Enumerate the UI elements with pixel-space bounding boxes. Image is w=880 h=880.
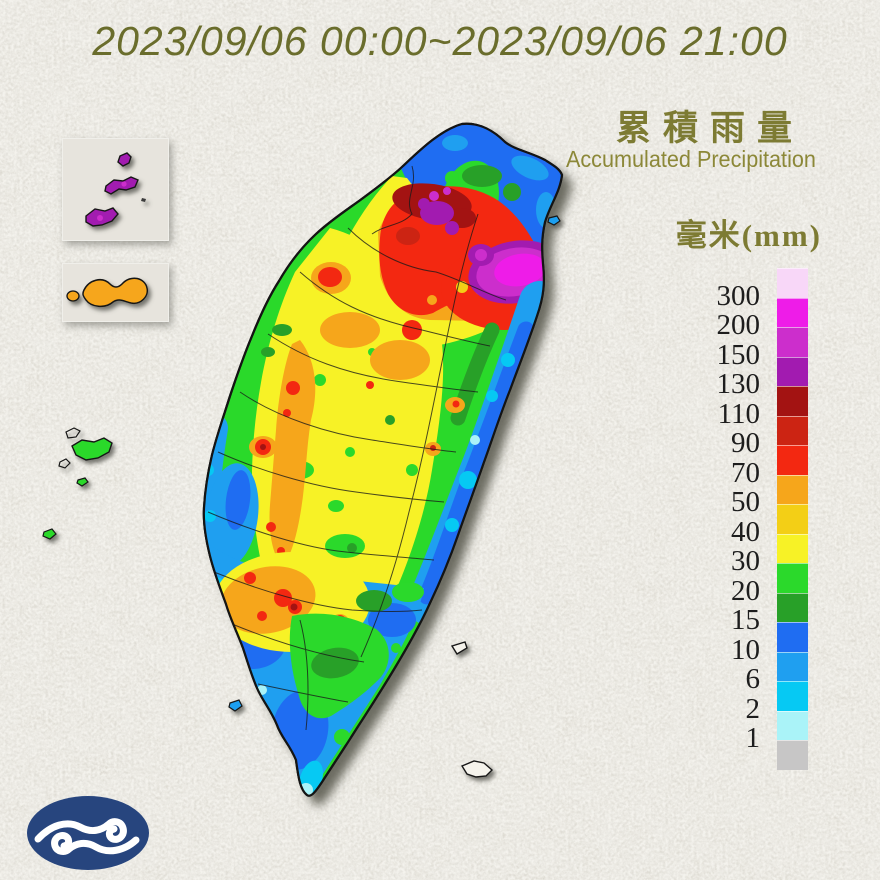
legend-block: [777, 563, 808, 593]
cloud-swirl-icon: [34, 818, 140, 855]
green-island: [450, 641, 468, 655]
legend-block: [777, 327, 808, 357]
penghu-islands: [58, 427, 113, 487]
legend-block: [777, 622, 808, 652]
legend-label: 150: [716, 338, 761, 371]
legend-label: 30: [731, 545, 760, 578]
legend-label: 40: [731, 515, 760, 548]
legend-label: 130: [716, 368, 761, 401]
liuqiu-island: [228, 699, 243, 712]
date-range-title: 2023/09/06 00:00~2023/09/06 21:00: [92, 18, 788, 64]
legend-label: 70: [731, 456, 760, 489]
legend-title-en: Accumulated Precipitation: [566, 146, 816, 172]
legend-block: [777, 445, 808, 475]
inset-map-kinmen: [62, 263, 169, 322]
legend-label: 200: [716, 309, 761, 342]
guishan-island: [547, 215, 561, 226]
legend-unit-label: 毫米(mm): [675, 218, 822, 253]
legend-block: [777, 504, 808, 534]
legend-block: [777, 681, 808, 711]
legend-label: 300: [716, 279, 761, 312]
legend-block: [777, 386, 808, 416]
legend-block: [777, 268, 808, 298]
legend-label: 6: [745, 663, 761, 696]
legend-block: [777, 533, 808, 563]
legend-block: [777, 651, 808, 681]
legend-block: [777, 415, 808, 445]
legend-label: 110: [717, 397, 760, 430]
orchid-island: [460, 760, 494, 778]
legend-label: 50: [731, 486, 760, 519]
legend-block: [777, 710, 808, 740]
inset-map-matsu: [62, 138, 169, 241]
legend-label: 15: [731, 604, 760, 637]
legend-label: 10: [731, 633, 760, 666]
county-boundaries: [207, 165, 507, 731]
legend-block: [777, 297, 808, 327]
legend-block: [777, 474, 808, 504]
matsu-islands: [85, 152, 146, 227]
precipitation-fill-layers: [203, 123, 562, 796]
legend-label: 1: [745, 722, 761, 755]
legend-block: [777, 356, 808, 386]
legend-labels: 300 200 150 130 110 90 70 50 40 30 20 15 10 6 2 1: [660, 268, 768, 770]
legend-label: 2: [745, 692, 761, 725]
qimei-island: [42, 528, 57, 540]
legend-title-zh: 累積雨量: [615, 109, 804, 148]
kinmen-island: [66, 277, 149, 308]
legend-block: [777, 592, 808, 622]
legend-label: 20: [731, 574, 760, 607]
legend-label: 90: [731, 427, 760, 460]
legend-color-bar: [777, 268, 808, 770]
cwb-logo: [27, 796, 149, 870]
legend-block: [777, 740, 808, 770]
